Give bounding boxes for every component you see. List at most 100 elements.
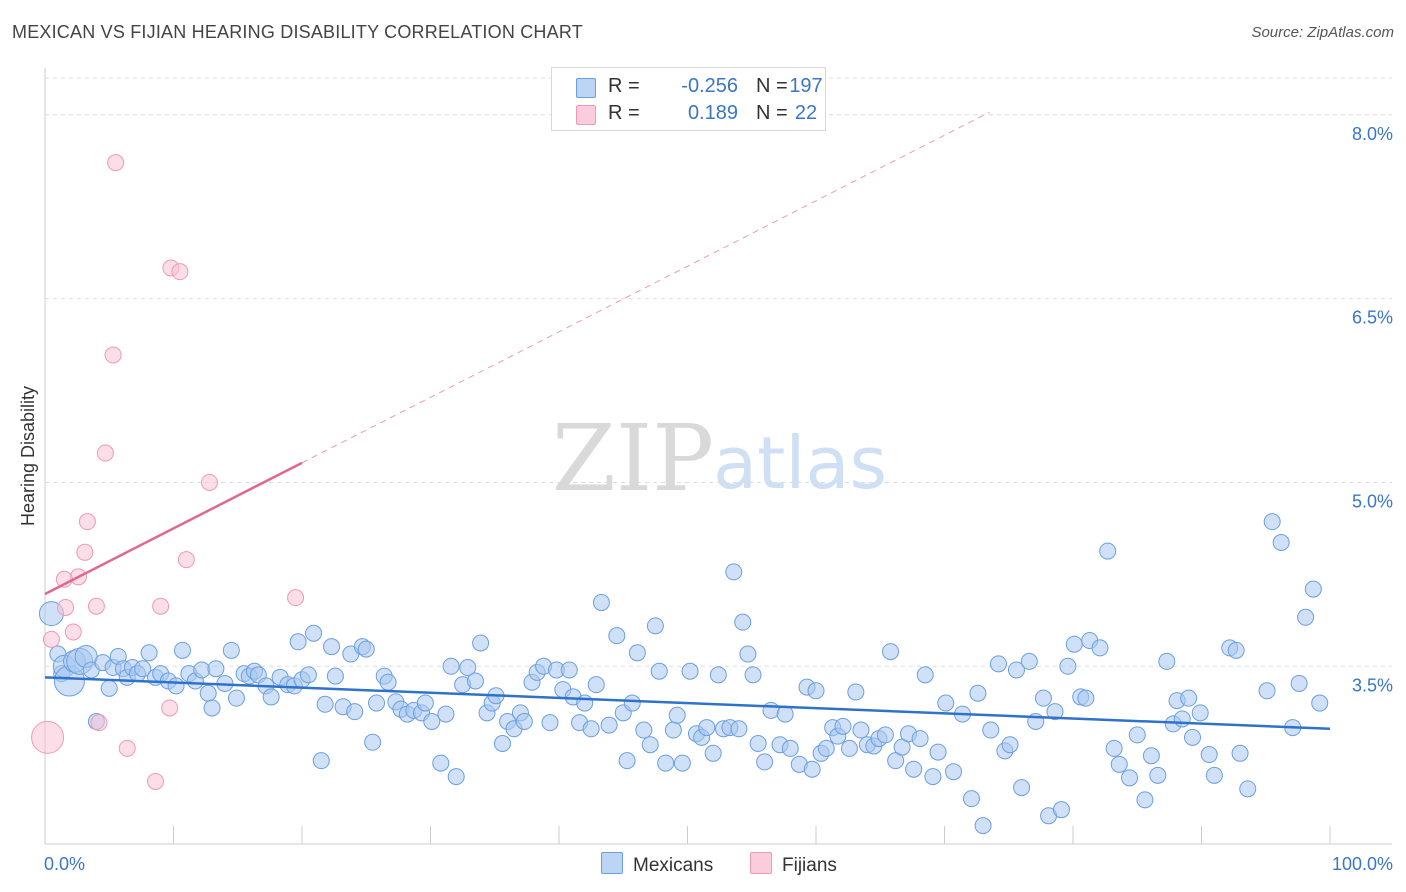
mexicans-point: [1180, 689, 1198, 707]
mexicans-point: [989, 655, 1007, 673]
y-tick-label: 5.0%: [1352, 491, 1393, 511]
legend-swatch-fijians: [576, 105, 596, 125]
mexicans-point: [704, 744, 722, 762]
mexicans-point: [289, 633, 307, 651]
fijians-trend-extension: [301, 111, 990, 464]
mexicans-point: [466, 672, 484, 690]
mexicans-point: [681, 662, 699, 680]
legend-r-value: -0.256: [681, 75, 738, 97]
fijians-point: [107, 154, 125, 172]
mexicans-trend-line: [44, 676, 1331, 731]
y-tick-label: 8.0%: [1352, 124, 1393, 144]
fijians-point: [87, 597, 105, 615]
mexicans-point: [299, 666, 317, 684]
mexicans-point: [379, 673, 397, 691]
mexicans-point: [924, 768, 942, 786]
mexicans-point: [803, 760, 821, 778]
mexicans-point: [944, 763, 962, 781]
mexicans-point: [1158, 652, 1176, 670]
mexicans-point: [364, 733, 382, 751]
mexicans-point: [1227, 641, 1245, 659]
mexicans-point: [1304, 580, 1322, 598]
bottom-legend-swatch-mexicans: [601, 852, 623, 874]
fijians-point: [147, 772, 165, 790]
mexicans-point: [1001, 736, 1019, 754]
mexicans-point: [929, 743, 947, 761]
fijians-point: [78, 513, 96, 531]
mexicans-point: [493, 735, 511, 753]
mexicans-point: [1200, 746, 1218, 764]
mexicans-point: [346, 703, 364, 721]
mexicans-point: [1184, 728, 1202, 746]
mexicans-point: [222, 641, 240, 659]
mexicans-point: [541, 714, 559, 732]
mexicans-point: [608, 627, 626, 645]
trend-lines: [44, 111, 1331, 731]
mexicans-point: [1290, 674, 1308, 692]
mexicans-point: [734, 613, 752, 631]
mexicans-point: [1013, 779, 1031, 797]
mexicans-point: [368, 694, 386, 712]
mexicans-point: [1059, 657, 1077, 675]
mexicans-point: [628, 644, 646, 662]
mexicans-point: [762, 701, 780, 719]
mexicans-point: [207, 660, 225, 678]
mexicans-point: [1149, 766, 1167, 784]
mexicans-points: [38, 513, 1329, 835]
tick-labels: 3.5% 5.0% 6.5% 8.0% 0.0% 100.0%: [44, 124, 1393, 874]
mexicans-point: [1205, 766, 1223, 784]
mexicans-point: [840, 739, 858, 757]
mexicans-point: [472, 634, 490, 652]
mexicans-point: [776, 705, 794, 723]
mexicans-point: [730, 720, 748, 738]
fijians-point: [42, 630, 60, 648]
mexicans-point: [834, 717, 852, 735]
fijians-point: [76, 543, 94, 561]
mexicans-point: [1105, 739, 1123, 757]
mexicans-point: [807, 682, 825, 700]
fijians-points: [31, 154, 305, 790]
mexicans-point: [1110, 755, 1128, 773]
mexicans-point: [852, 721, 870, 739]
fijians-point: [31, 720, 65, 754]
fijians-point: [90, 714, 108, 732]
mexicans-point: [650, 662, 668, 680]
mexicans-point: [657, 754, 675, 772]
mexicans-point: [1091, 639, 1109, 657]
mexicans-point: [749, 735, 767, 753]
mexicans-point: [326, 667, 344, 685]
mexicans-point: [432, 754, 450, 772]
mexicans-point: [600, 716, 618, 734]
mexicans-point: [423, 712, 441, 730]
mexicans-point: [937, 694, 955, 712]
fijians-point: [287, 589, 305, 607]
mexicans-point: [1136, 791, 1154, 809]
mexicans-point: [781, 739, 799, 757]
mexicans-point: [673, 754, 691, 772]
x-tick-label-max: 100.0%: [1332, 854, 1393, 874]
legend-n-label: N =: [756, 75, 788, 97]
mexicans-point: [134, 660, 152, 678]
mexicans-point: [312, 752, 330, 770]
mexicans-point: [1099, 542, 1117, 560]
mexicans-point: [1258, 682, 1276, 700]
mexicans-point: [173, 641, 191, 659]
fijians-point: [161, 699, 179, 717]
mexicans-point: [756, 753, 774, 771]
fijians-point: [200, 473, 218, 491]
mexicans-point: [664, 721, 682, 739]
mexicans-point: [698, 719, 716, 737]
mexicans-point: [911, 730, 929, 748]
mexicans-point: [323, 638, 341, 656]
fijians-point: [177, 551, 195, 569]
mexicans-point: [876, 726, 894, 744]
mexicans-point: [1297, 608, 1315, 626]
mexicans-point: [587, 676, 605, 694]
bottom-legend-fijians: Fijians: [750, 852, 837, 877]
mexicans-point: [668, 706, 686, 724]
mexicans-point: [1311, 694, 1329, 712]
mexicans-point: [227, 689, 245, 707]
mexicans-point: [1128, 726, 1146, 744]
x-tick-label-min: 0.0%: [44, 854, 85, 874]
